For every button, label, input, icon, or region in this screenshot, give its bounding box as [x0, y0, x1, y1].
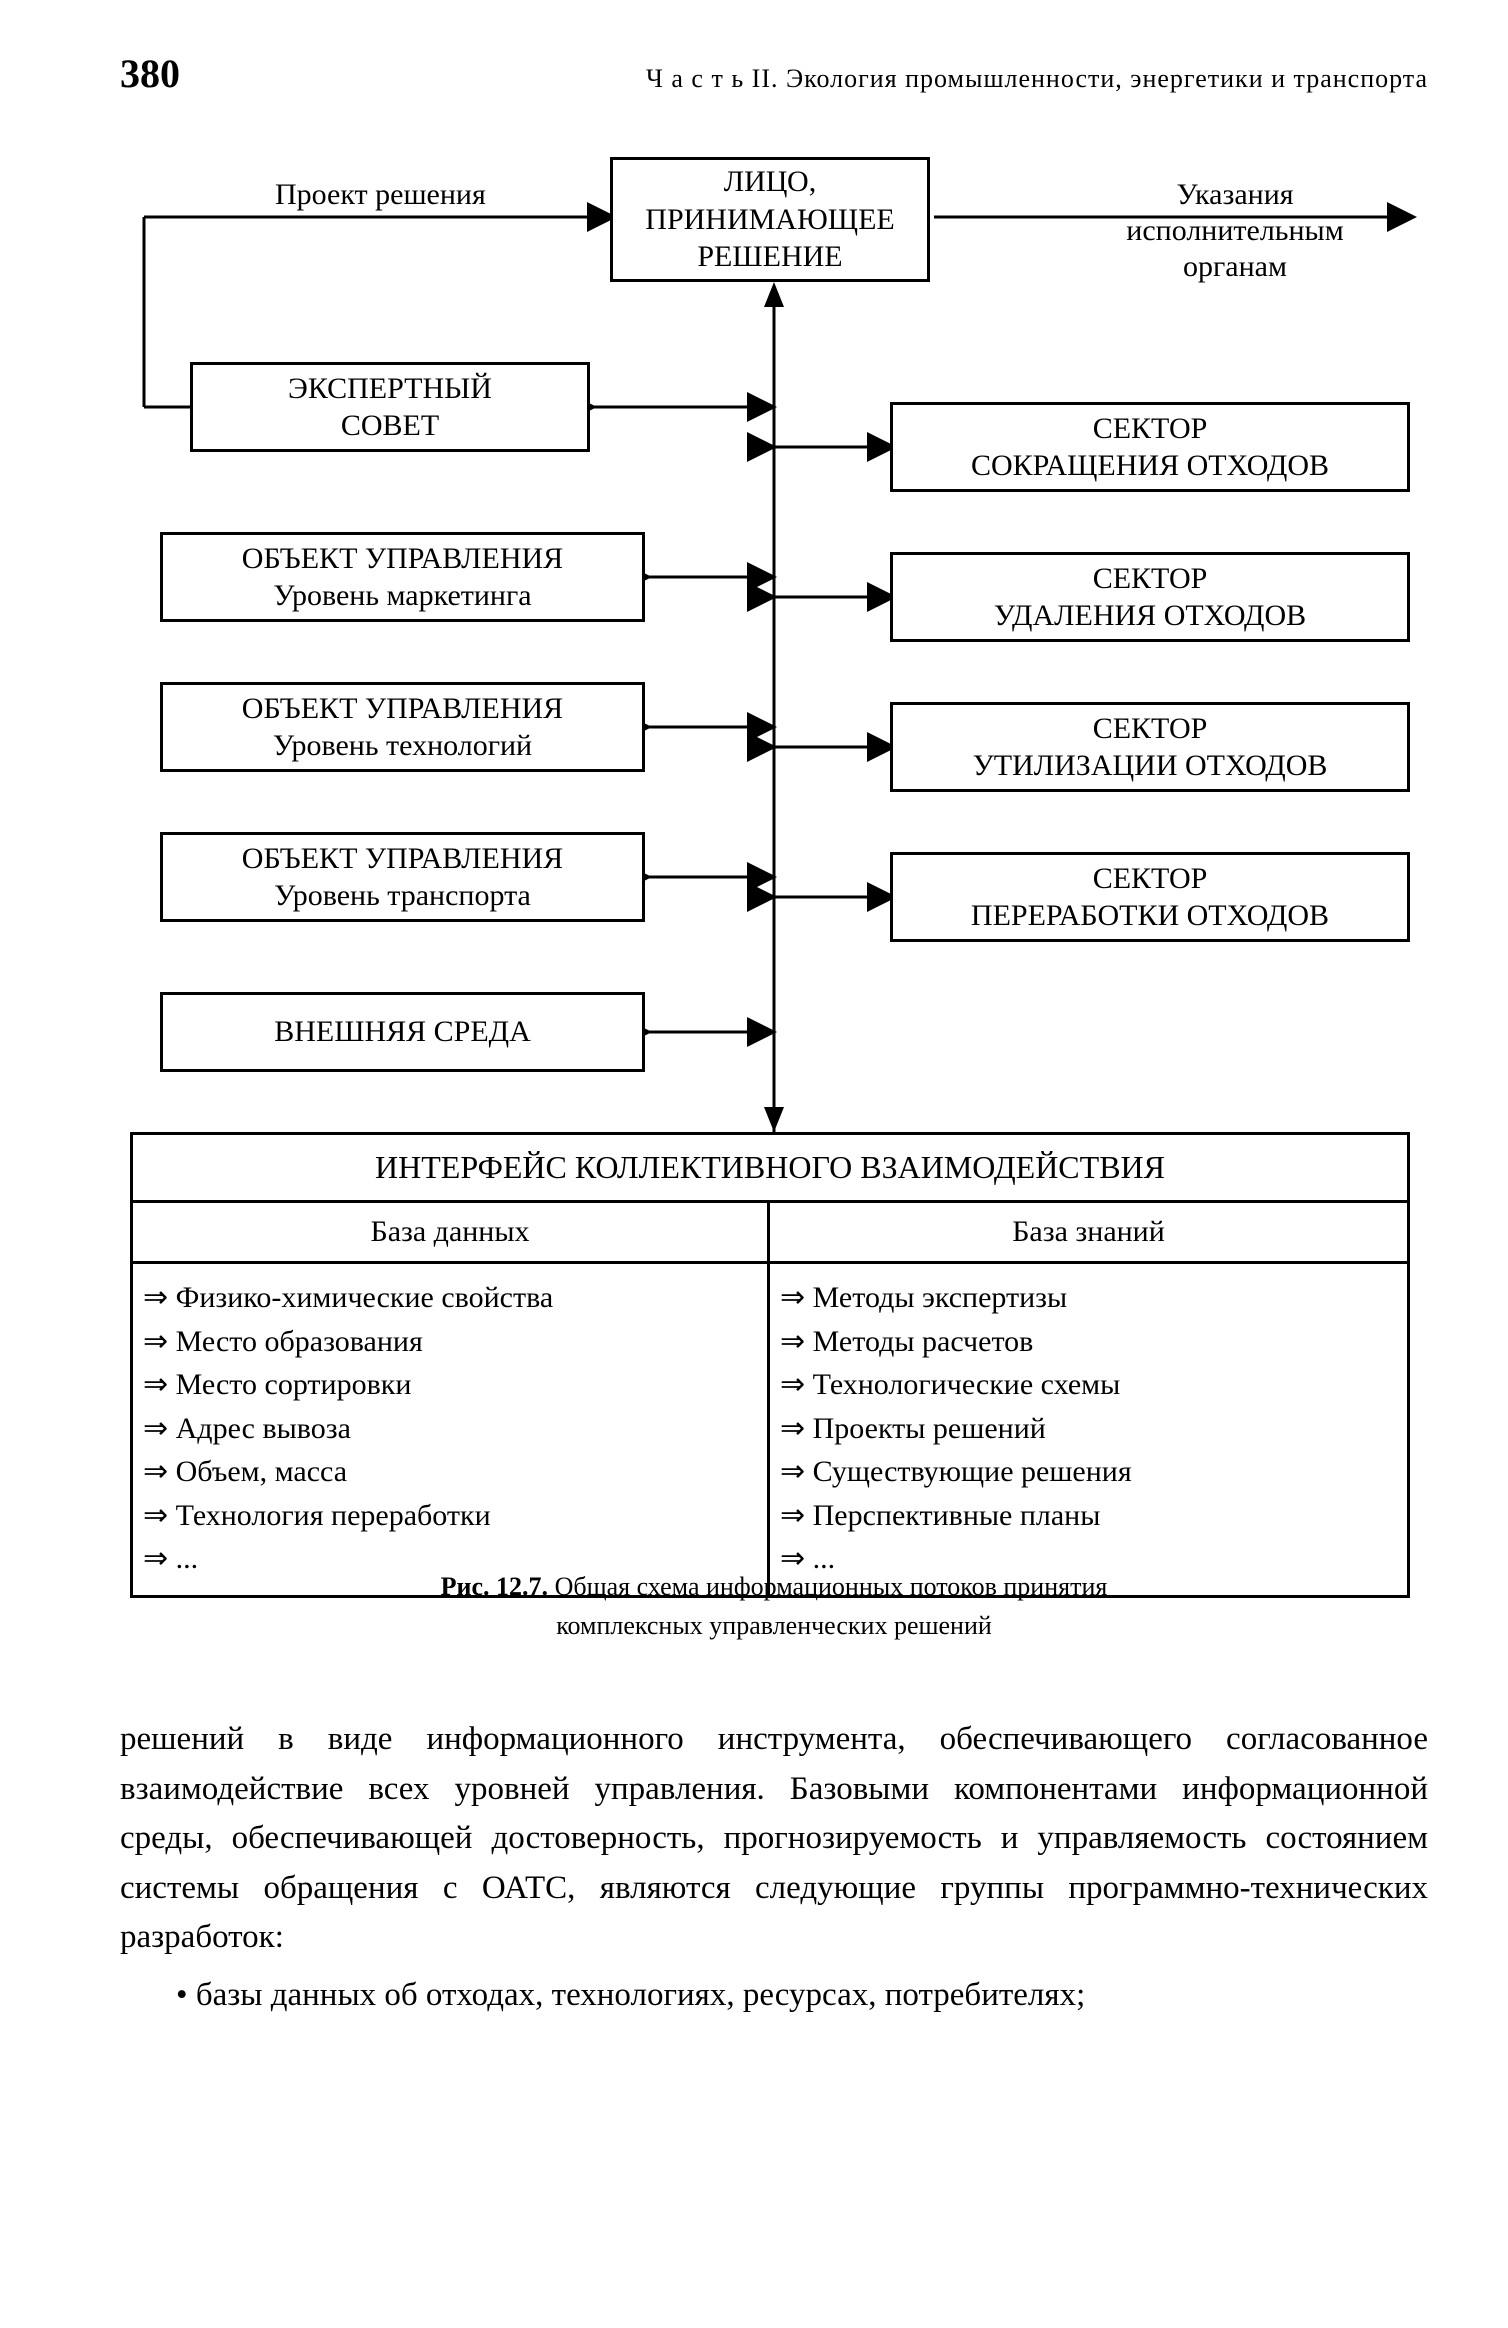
s3-l1: СЕКТОР [1093, 710, 1208, 748]
obj2-l1: ОБЪЕКТ УПРАВЛЕНИЯ [242, 690, 563, 728]
node-decision-maker: ЛИЦО, ПРИНИМАЮЩЕЕ РЕШЕНИЕ [610, 157, 930, 282]
db-item-7: ... [143, 1537, 757, 1581]
col1-body: Физико-химические свойства Место образов… [133, 1264, 767, 1595]
obj1-l2: Уровень маркетинга [273, 577, 531, 615]
kb-item-6: Перспективные планы [780, 1494, 1397, 1538]
interface-col-knowledge: База знаний Методы экспертизы Методы рас… [770, 1203, 1407, 1595]
db-item-3: Место сортировки [143, 1363, 757, 1407]
node-obj-tech: ОБЪЕКТ УПРАВЛЕНИЯ Уровень технологий [160, 682, 645, 772]
db-item-1: Физико-химические свойства [143, 1276, 757, 1320]
label-project: Проект решения [275, 177, 486, 213]
kb-item-5: Существующие решения [780, 1450, 1397, 1494]
s1-l2: СОКРАЩЕНИЯ ОТХОДОВ [971, 447, 1329, 485]
obj3-l2: Уровень транспорта [274, 877, 531, 915]
obj3-l1: ОБЪЕКТ УПРАВЛЕНИЯ [242, 840, 563, 878]
label-directions: Указания исполнительным органам [1070, 177, 1400, 285]
body-bullet-1: базы данных об отходах, технологиях, рес… [120, 1971, 1428, 2021]
s4-l1: СЕКТОР [1093, 860, 1208, 898]
obj2-l2: Уровень технологий [273, 727, 532, 765]
kb-item-1: Методы экспертизы [780, 1276, 1397, 1320]
caption-l2: комплексных управленческих решений [556, 1611, 992, 1640]
kb-item-7: ... [780, 1537, 1397, 1581]
col1-header: База данных [133, 1203, 767, 1264]
s1-l1: СЕКТОР [1093, 410, 1208, 448]
node-sector-reduction: СЕКТОР СОКРАЩЕНИЯ ОТХОДОВ [890, 402, 1410, 492]
node-sector-removal: СЕКТОР УДАЛЕНИЯ ОТХОДОВ [890, 552, 1410, 642]
s3-l2: УТИЛИЗАЦИИ ОТХОДОВ [973, 747, 1328, 785]
col2-body: Методы экспертизы Методы расчетов Технол… [770, 1264, 1407, 1595]
db-item-4: Адрес вывоза [143, 1407, 757, 1451]
label-directions-l2: исполнительным [1126, 214, 1343, 247]
node-expert: ЭКСПЕРТНЫЙ СОВЕТ [190, 362, 590, 452]
s2-l2: УДАЛЕНИЯ ОТХОДОВ [994, 597, 1306, 635]
running-head: Ч а с т ь II. Экология промышленности, э… [646, 64, 1428, 94]
label-directions-l1: Указания [1176, 178, 1293, 211]
page-number: 380 [120, 50, 180, 97]
dm-l1: ЛИЦО, [724, 163, 816, 201]
dm-l2: ПРИНИМАЮЩЕЕ [645, 201, 894, 239]
s4-l2: ПЕРЕРАБОТКИ ОТХОДОВ [971, 897, 1329, 935]
expert-l2: СОВЕТ [341, 407, 439, 445]
interface-col-database: База данных Физико-химические свойства М… [133, 1203, 770, 1595]
body-paragraph: решений в виде информационного инструмен… [120, 1715, 1428, 1963]
node-obj-marketing: ОБЪЕКТ УПРАВЛЕНИЯ Уровень маркетинга [160, 532, 645, 622]
obj1-l1: ОБЪЕКТ УПРАВЛЕНИЯ [242, 540, 563, 578]
interface-title: ИНТЕРФЕЙС КОЛЛЕКТИВНОГО ВЗАИМОДЕЙСТВИЯ [133, 1135, 1407, 1203]
node-sector-utilization: СЕКТОР УТИЛИЗАЦИИ ОТХОДОВ [890, 702, 1410, 792]
node-obj-transport: ОБЪЕКТ УПРАВЛЕНИЯ Уровень транспорта [160, 832, 645, 922]
db-item-6: Технология переработки [143, 1494, 757, 1538]
db-item-2: Место образования [143, 1320, 757, 1364]
col2-header: База знаний [770, 1203, 1407, 1264]
node-environment: ВНЕШНЯЯ СРЕДА [160, 992, 645, 1072]
kb-item-2: Методы расчетов [780, 1320, 1397, 1364]
label-directions-l3: органам [1183, 250, 1287, 283]
node-sector-processing: СЕКТОР ПЕРЕРАБОТКИ ОТХОДОВ [890, 852, 1410, 942]
kb-item-3: Технологические схемы [780, 1363, 1397, 1407]
s2-l1: СЕКТОР [1093, 560, 1208, 598]
interface-table: ИНТЕРФЕЙС КОЛЛЕКТИВНОГО ВЗАИМОДЕЙСТВИЯ Б… [130, 1132, 1410, 1598]
dm-l3: РЕШЕНИЕ [697, 238, 842, 276]
env-l1: ВНЕШНЯЯ СРЕДА [274, 1013, 531, 1051]
db-item-5: Объем, масса [143, 1450, 757, 1494]
kb-item-4: Проекты решений [780, 1407, 1397, 1451]
expert-l1: ЭКСПЕРТНЫЙ [288, 370, 492, 408]
diagram-container: Проект решения Указания исполнительным о… [120, 137, 1428, 1537]
